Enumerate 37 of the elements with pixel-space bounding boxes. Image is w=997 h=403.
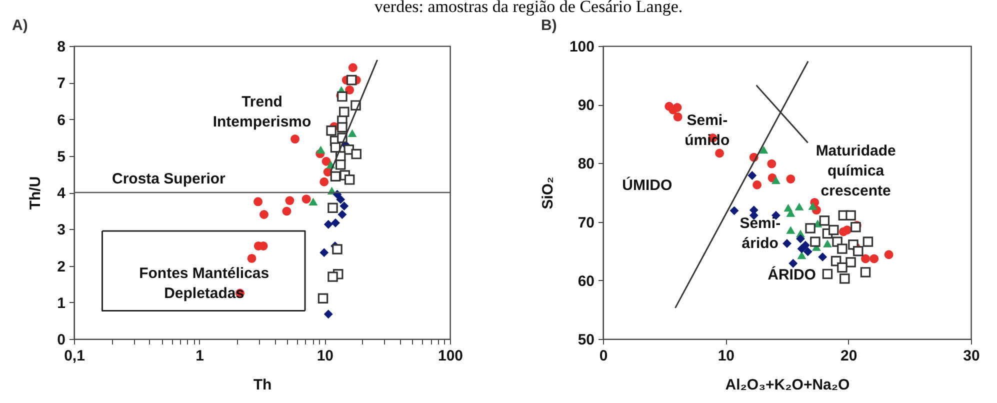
x-tick-label: 0,1: [64, 348, 85, 364]
annotation: ÁRIDO: [768, 266, 816, 284]
x-tick-label: 100: [438, 348, 464, 364]
text: verdes: amostras da região de Cesário Lange.: [373, 0, 684, 16]
x-tick-label: 0: [599, 348, 608, 364]
y-tick-label: 60: [578, 272, 594, 290]
annotation: Semi- árido: [740, 214, 781, 252]
y-tick-label: 2: [57, 258, 66, 276]
y-tick-label: 50: [578, 332, 594, 348]
y-tick-label: 5: [57, 148, 66, 166]
x-axis-title: Th: [253, 376, 272, 394]
y-tick-label: 8: [57, 38, 66, 56]
y-tick-label: 1: [57, 294, 66, 312]
ref-line-label: Crosta Superior: [112, 170, 226, 188]
y-axis-title: SiO₂: [539, 176, 556, 210]
chart-title: A): [12, 17, 28, 34]
y-tick-label: 100: [569, 38, 594, 56]
x-tick-label: 30: [963, 348, 980, 364]
x-axis-title: Al₂O₃+K₂O+Na₂O: [725, 376, 850, 394]
y-axis-title: Th/U: [27, 176, 44, 210]
y-tick-label: 0: [57, 332, 66, 348]
x-tick-label: 20: [840, 348, 858, 364]
y-tick-label: 80: [578, 156, 594, 173]
annotation: Semi- úmido: [684, 112, 730, 149]
y-tick-label: 90: [578, 97, 594, 114]
x-tick-label: 10: [718, 348, 735, 364]
x-tick-label: 1: [196, 348, 204, 364]
y-tick-label: 70: [578, 214, 594, 232]
y-tick-label: 7: [57, 75, 66, 92]
annotation: ÚMIDO: [622, 176, 672, 194]
y-tick-label: 3: [57, 222, 66, 239]
chart-title: B): [541, 17, 557, 34]
annotation: Maturidade química crescente: [816, 142, 896, 200]
y-tick-label: 4: [57, 185, 66, 202]
x-tick-label: 10: [316, 348, 334, 364]
annotation: Trend Intemperismo: [212, 94, 312, 131]
y-tick-label: 6: [57, 112, 66, 129]
